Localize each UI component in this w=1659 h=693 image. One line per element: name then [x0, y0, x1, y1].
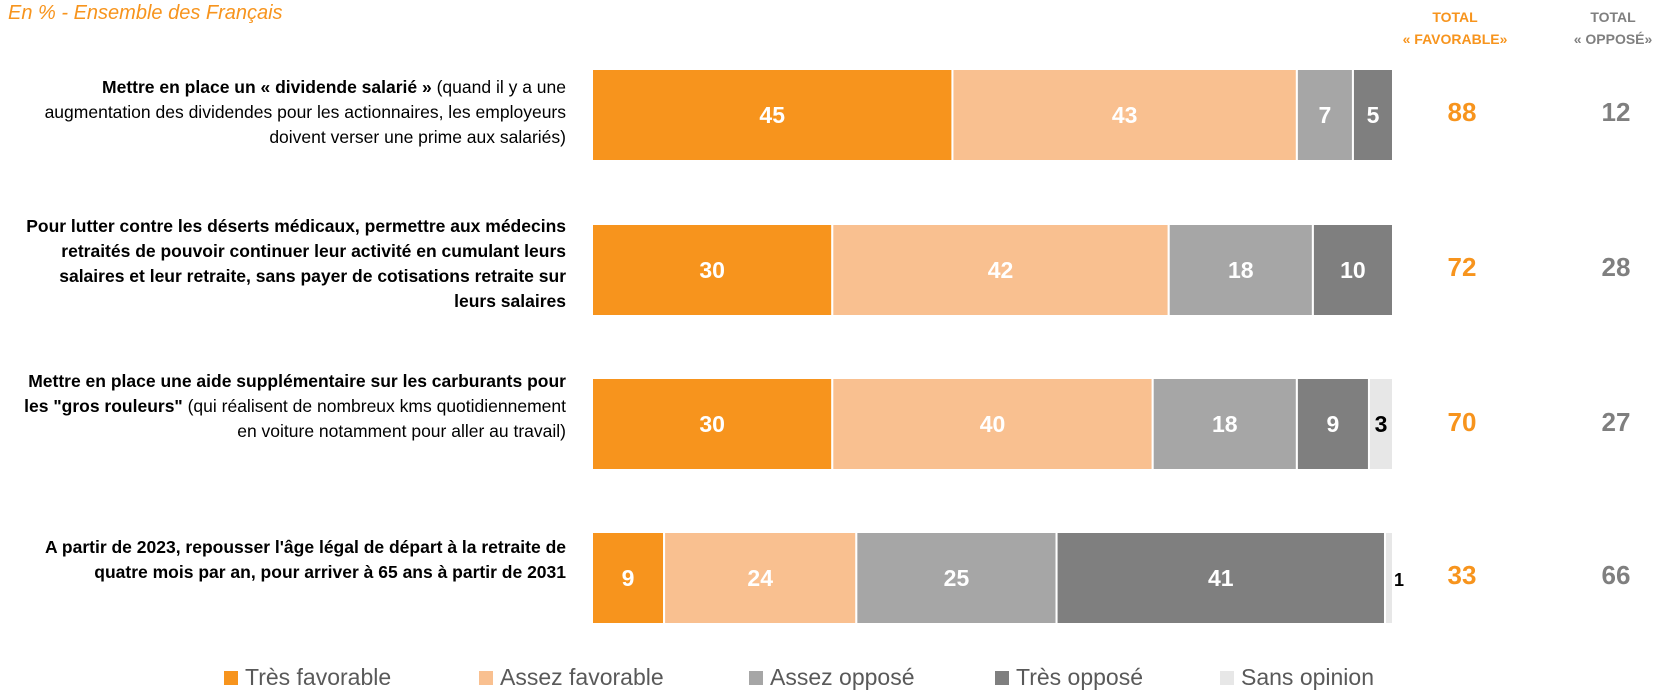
total-oppose-header: TOTAL « OPPOSÉ»: [1548, 6, 1659, 50]
legend-label-assez-favorable: Assez favorable: [500, 664, 664, 690]
total-favorable-1: 88: [1447, 97, 1477, 127]
bar-label-tres-favorable-row-1: 45: [759, 102, 785, 128]
row-label-3: Mettre en place une aide supplémentaire …: [20, 369, 566, 444]
total-oppose-3: 27: [1601, 407, 1631, 437]
legend-swatch-assez-oppose: [749, 670, 763, 685]
bar-label-tres-favorable-row-4: 9: [622, 565, 635, 591]
bar-label-sans-opinion-row-4: 1: [1394, 570, 1404, 590]
total-oppose-header-line2: « OPPOSÉ»: [1573, 31, 1653, 47]
bar-tres-favorable-row-3: [591, 377, 834, 471]
chart-legend: Très favorable Assez favorable Assez oppos…: [0, 664, 1659, 693]
bar-label-assez-oppose-row-1: 7: [1319, 102, 1332, 128]
bar-assez-oppose-row-3: [1151, 377, 1298, 471]
bar-label-tres-oppose-row-3: 9: [1327, 411, 1340, 437]
legend-item-assez-oppose: Assez opposé: [749, 664, 914, 691]
row-label-4-bold: A partir de 2023, repousser l'âge légal …: [45, 537, 566, 582]
bar-label-tres-oppose-row-4: 41: [1208, 565, 1234, 591]
bar-assez-oppose-row-1: [1295, 68, 1354, 162]
legend-label-tres-favorable: Très favorable: [245, 664, 392, 690]
total-oppose-header-line1: TOTAL: [1590, 9, 1636, 25]
bar-tres-favorable-row-1: [591, 68, 954, 162]
bar-tres-oppose-row-1: [1351, 68, 1394, 162]
total-favorable-4: 33: [1447, 560, 1477, 590]
legend-item-tres-oppose: Très opposé: [995, 664, 1143, 691]
bar-label-assez-oppose-row-3: 18: [1212, 411, 1238, 437]
row-label-1-detail: (quand il y a une augmentation des divid…: [44, 77, 566, 147]
bar-tres-favorable-row-4: [591, 531, 666, 625]
bar-sans-opinion-row-4: [1383, 531, 1394, 625]
bar-assez-oppose-row-4: [855, 531, 1058, 625]
legend-label-assez-oppose: Assez opposé: [770, 664, 915, 690]
bar-tres-oppose-row-4: [1055, 531, 1386, 625]
total-oppose-1: 12: [1601, 97, 1631, 127]
row-label-4: A partir de 2023, repousser l'âge légal …: [20, 535, 566, 585]
bar-label-assez-oppose-row-2: 18: [1228, 257, 1254, 283]
total-favorable-header-line1: TOTAL: [1432, 9, 1478, 25]
legend-swatch-tres-oppose: [995, 670, 1009, 685]
bar-sans-opinion-row-3: [1367, 377, 1394, 471]
total-favorable-header: TOTAL « FAVORABLE»: [1390, 6, 1520, 50]
bar-label-tres-favorable-row-2: 30: [699, 257, 725, 283]
legend-label-tres-oppose: Très opposé: [1016, 664, 1143, 690]
bar-label-assez-favorable-row-3: 40: [980, 411, 1006, 437]
bar-label-tres-oppose-row-2: 10: [1340, 257, 1366, 283]
bar-tres-oppose-row-3: [1295, 377, 1370, 471]
row-label-1: Mettre en place un « dividende salarié »…: [20, 75, 566, 150]
legend-swatch-assez-favorable: [479, 670, 493, 685]
bar-assez-favorable-row-1: [951, 68, 1298, 162]
bar-tres-oppose-row-2: [1311, 223, 1395, 317]
row-label-2: Pour lutter contre les déserts médicaux,…: [20, 214, 566, 314]
bar-label-sans-opinion-row-3: 3: [1375, 411, 1388, 437]
bar-label-assez-favorable-row-4: 24: [747, 565, 773, 591]
bar-assez-favorable-row-3: [831, 377, 1154, 471]
legend-item-sans-opinion: Sans opinion: [1220, 664, 1374, 691]
chart-subtitle: En % - Ensemble des Français: [8, 2, 283, 24]
bar-assez-favorable-row-4: [663, 531, 858, 625]
row-label-1-bold: Mettre en place un « dividende salarié »: [102, 77, 432, 97]
bar-label-assez-favorable-row-1: 43: [1112, 102, 1138, 128]
legend-swatch-sans-opinion: [1220, 670, 1234, 685]
legend-swatch-tres-favorable: [224, 670, 238, 685]
row-label-2-bold: Pour lutter contre les déserts médicaux,…: [26, 216, 566, 311]
bar-assez-oppose-row-2: [1167, 223, 1314, 317]
total-oppose-2: 28: [1601, 252, 1631, 282]
legend-label-sans-opinion: Sans opinion: [1241, 664, 1374, 690]
total-favorable-3: 70: [1447, 407, 1477, 437]
total-favorable-2: 72: [1447, 252, 1477, 282]
total-oppose-4: 66: [1601, 560, 1631, 590]
bar-tres-favorable-row-2: [591, 223, 834, 317]
legend-item-tres-favorable: Très favorable: [224, 664, 391, 691]
bar-label-tres-favorable-row-3: 30: [699, 411, 725, 437]
bar-label-assez-favorable-row-2: 42: [988, 257, 1014, 283]
bar-label-assez-oppose-row-4: 25: [944, 565, 970, 591]
bar-label-tres-oppose-row-1: 5: [1367, 102, 1380, 128]
row-label-3-bold: Mettre en place une aide supplémentaire …: [24, 371, 566, 416]
row-label-3-detail: (qui réalisent de nombreux kms quotidien…: [182, 396, 566, 441]
total-favorable-header-line2: « FAVORABLE»: [1402, 31, 1508, 47]
bar-assez-favorable-row-2: [831, 223, 1170, 317]
legend-item-assez-favorable: Assez favorable: [479, 664, 664, 691]
